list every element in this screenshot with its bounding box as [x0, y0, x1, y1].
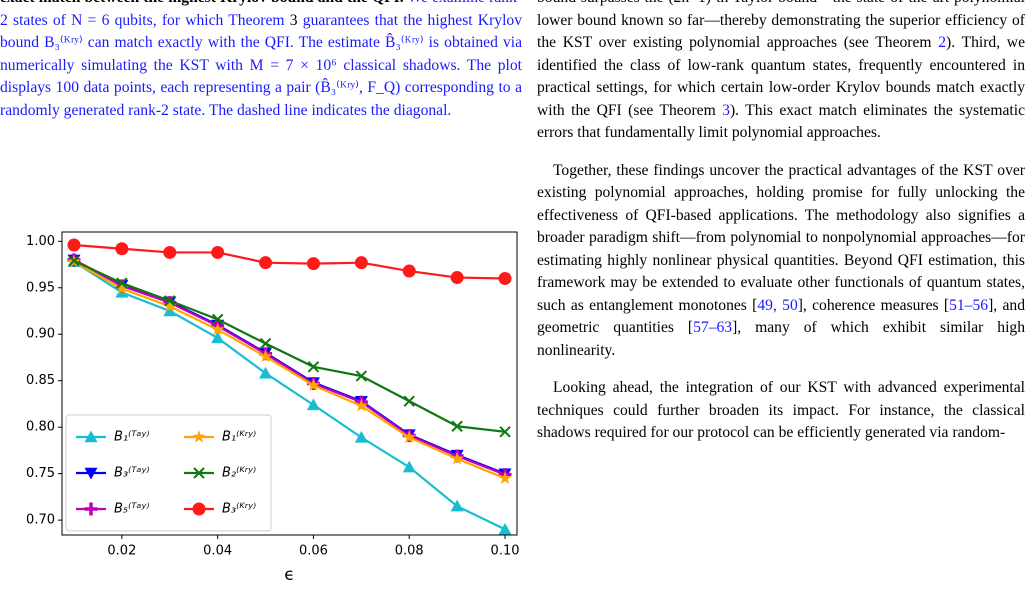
marker	[211, 245, 225, 259]
series-line	[73, 243, 506, 280]
y-tick-label: 0.70	[26, 513, 55, 528]
series-line	[73, 259, 506, 433]
marker	[115, 281, 129, 295]
x-tick-label: 0.04	[203, 544, 232, 559]
paragraph: Together, these findings uncover the pra…	[537, 160, 1025, 363]
marker	[211, 331, 225, 344]
series-line	[73, 258, 506, 476]
legend-label: B₃⁽ᴷʳʸ⁾	[222, 502, 256, 517]
marker	[355, 370, 368, 382]
caption-text: exact match between the highest Krylov b…	[0, 0, 404, 6]
legend-marker	[84, 430, 98, 443]
reference-link[interactable]: 57–63	[693, 319, 733, 336]
x-tick-label: 0.08	[395, 544, 424, 559]
legend-box	[65, 414, 272, 532]
paragraph-text: ], and geometric quantities [	[537, 296, 1025, 337]
series-line	[73, 260, 506, 531]
y-tick-label: 0.85	[26, 373, 55, 388]
y-tick-label: 0.90	[26, 327, 55, 342]
marker	[115, 242, 129, 256]
chart: 0.70 0.75 0.80 0.85 0.90 0.95 1.00 0.02 0.04 0.06…	[26, 231, 520, 585]
legend-marker	[192, 430, 206, 443]
legend-label: B₁⁽ᵀᵃʸ⁾	[114, 430, 149, 445]
marker	[258, 349, 273, 363]
caption-text: 3	[289, 11, 298, 29]
series	[67, 238, 512, 285]
marker	[402, 430, 416, 444]
series	[68, 255, 511, 438]
body-text: bound surpasses the (2n−1)-th Taylor bou…	[537, 0, 1025, 595]
y-tick-label: 0.95	[26, 280, 55, 295]
paragraph-text: Looking ahead, the integration of our KS…	[537, 379, 1025, 441]
marker	[498, 522, 512, 535]
marker	[164, 295, 176, 307]
figure-caption: exact match between the highest Krylov b…	[0, 0, 522, 122]
paragraph-text: bound surpasses the (2n−1)-th Taylor bou…	[537, 0, 1025, 51]
marker	[402, 460, 416, 473]
marker	[68, 255, 80, 267]
paragraph-text: ). This exact match eliminates the syste…	[537, 101, 1025, 142]
legend-marker	[84, 502, 98, 516]
marker	[450, 451, 464, 465]
legend-marker	[192, 502, 206, 516]
marker	[498, 271, 512, 285]
paragraph: bound surpasses the (2n−1)-th Taylor bou…	[537, 0, 1025, 145]
marker	[354, 398, 368, 412]
y-tick-label: 1.00	[26, 234, 55, 249]
marker	[116, 277, 128, 289]
x-axis-label: ϵ	[284, 565, 294, 585]
marker	[163, 299, 177, 313]
legend-label: B₂⁽ᴷʳʸ⁾	[222, 466, 256, 481]
marker	[354, 430, 368, 443]
marker	[306, 257, 320, 271]
marker	[499, 426, 511, 438]
marker	[450, 271, 464, 285]
marker	[163, 245, 177, 259]
marker	[259, 337, 272, 350]
y-tick-label: 0.80	[26, 420, 55, 435]
reference-link[interactable]: guarantees that the highest Krylov bound…	[0, 11, 522, 119]
legend-marker	[84, 467, 98, 480]
paragraph-text: ], coherence measures [	[797, 296, 950, 314]
marker	[402, 264, 416, 278]
paragraph-text: ). Third, we identified the class of low…	[537, 34, 1025, 119]
marker	[306, 398, 320, 411]
marker	[498, 471, 512, 484]
legend-marker	[193, 467, 205, 479]
marker	[354, 256, 368, 270]
marker	[451, 420, 463, 432]
reference-link[interactable]: We examine rank-2 states of N = 6 qubits…	[0, 0, 522, 29]
legend-label: B₁⁽ᴷʳʸ⁾	[222, 430, 256, 445]
legend-label: B₃⁽ᵀᵃʸ⁾	[114, 466, 149, 481]
reference-link[interactable]: 2	[938, 34, 947, 51]
x-tick-label: 0.06	[299, 544, 328, 559]
reference-link[interactable]: 51–56	[949, 296, 989, 314]
paragraph: Looking ahead, the integration of our KS…	[537, 377, 1025, 445]
reference-link[interactable]: 49, 50	[757, 296, 798, 314]
marker	[259, 256, 273, 270]
marker	[259, 366, 273, 379]
y-tick-label: 0.75	[26, 466, 55, 481]
legend-label: B₅⁽ᵀᵃʸ⁾	[114, 502, 149, 517]
legend: B₁⁽ᵀᵃʸ⁾ B₃⁽ᵀᵃʸ⁾ B₅⁽ᵀᵃʸ⁾ B₁⁽ᴷʳʸ⁾ B₂⁽ᴷʳʸ⁾ B₃⁽ᴷʳ…	[65, 414, 272, 532]
paragraph-text: ], many of which exhibit similar high no…	[537, 319, 1025, 359]
marker	[307, 361, 320, 373]
marker	[67, 238, 81, 252]
marker	[403, 395, 415, 407]
marker	[211, 322, 225, 336]
plot-frame	[61, 231, 518, 536]
paragraph-text: Together, these findings uncover the pra…	[537, 161, 1025, 314]
marker	[306, 378, 321, 392]
series-line	[73, 260, 506, 480]
marker	[450, 499, 464, 512]
marker	[211, 313, 224, 326]
x-tick-label: 0.02	[107, 544, 136, 559]
marker	[163, 304, 177, 317]
reference-link[interactable]: 3	[722, 101, 730, 119]
x-tick-label: 0.10	[491, 544, 520, 559]
